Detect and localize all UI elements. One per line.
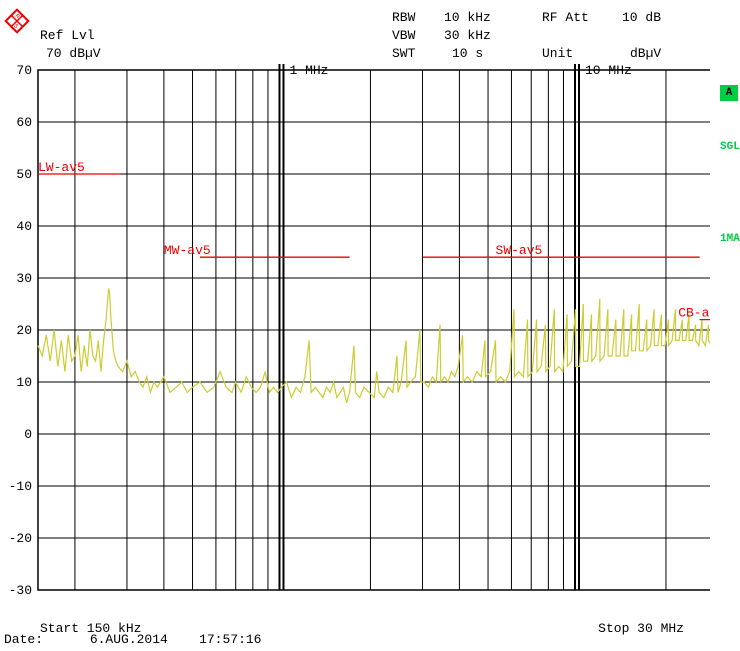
svg-text:50: 50 — [16, 167, 32, 182]
svg-text:SW-av5: SW-av5 — [496, 243, 543, 258]
ref-lvl-label: Ref Lvl — [40, 28, 95, 43]
svg-text:30: 30 — [16, 271, 32, 286]
svg-text:40: 40 — [16, 219, 32, 234]
spectrum-chart: -30 -20 -10 0 10 20 30 40 50 60 70 1 MHz 10 MHz LW-av… — [10, 62, 710, 604]
svg-text:0: 0 — [24, 427, 32, 442]
date-value: 6.AUG.2014 — [90, 632, 168, 647]
svg-text:-20: -20 — [10, 531, 32, 546]
svg-text:CB-av5: CB-av5 — [678, 306, 710, 321]
svg-text:10 MHz: 10 MHz — [585, 63, 632, 78]
svg-text:1 MHz: 1 MHz — [289, 63, 328, 78]
svg-text:-10: -10 — [10, 479, 32, 494]
svg-text:70: 70 — [16, 63, 32, 78]
unit-value: dBµV — [630, 46, 661, 61]
svg-text:20: 20 — [16, 323, 32, 338]
unit-label: Unit — [542, 46, 573, 61]
svg-text:MW-av5: MW-av5 — [164, 243, 211, 258]
svg-text:-30: -30 — [10, 583, 32, 598]
swt-value: 10 s — [452, 46, 483, 61]
vbw-label: VBW — [392, 28, 415, 43]
stop-label: Stop 30 MHz — [598, 621, 684, 636]
time-value: 17:57:16 — [199, 632, 261, 647]
rfatt-value: 10 dB — [622, 10, 661, 25]
date-label: Date: — [4, 632, 43, 647]
svg-text:10: 10 — [16, 375, 32, 390]
vbw-value: 30 kHz — [444, 28, 491, 43]
footer: Date: 6.AUG.2014 17:57:16 — [4, 632, 261, 647]
side-1ma-label: 1MA — [720, 233, 738, 245]
header: Ref Lvl 70 dBµV RBW 10 kHz VBW 30 kHz SW… — [0, 0, 740, 60]
side-labels: A SGL 1MA — [720, 85, 738, 285]
rbw-label: RBW — [392, 10, 415, 25]
side-a-badge: A — [720, 85, 738, 101]
svg-text:LW-av5: LW-av5 — [38, 160, 85, 175]
rfatt-label: RF Att — [542, 10, 589, 25]
ref-lvl-value: 70 dBµV — [46, 46, 101, 61]
swt-label: SWT — [392, 46, 415, 61]
rbw-value: 10 kHz — [444, 10, 491, 25]
side-sgl-label: SGL — [720, 141, 738, 153]
svg-text:60: 60 — [16, 115, 32, 130]
